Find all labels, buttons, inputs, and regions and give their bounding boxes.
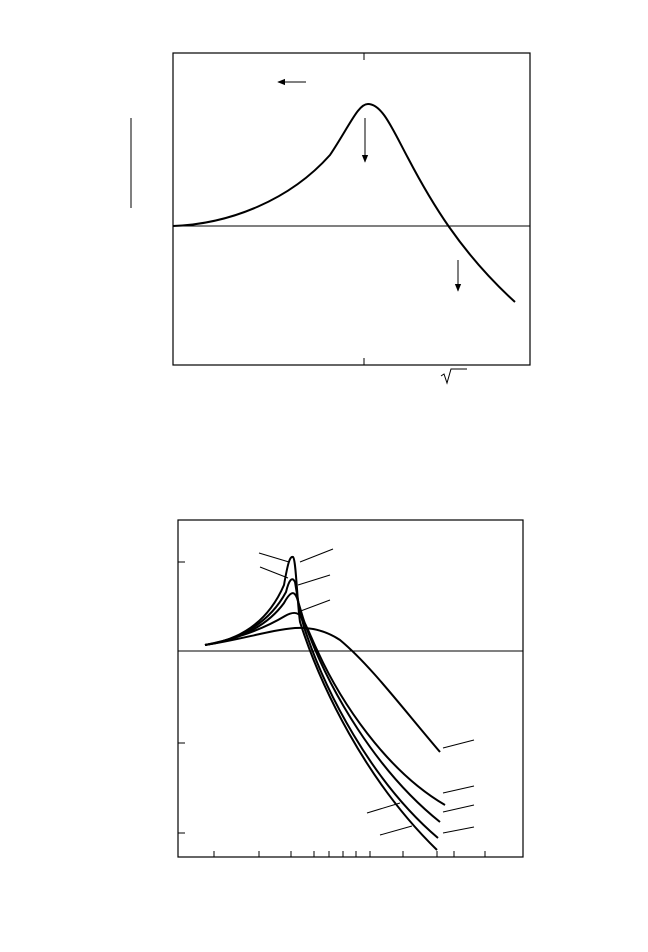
plot-frame xyxy=(172,52,531,366)
curve xyxy=(204,578,439,839)
curve xyxy=(204,555,438,851)
sqrt-symbol xyxy=(440,368,467,385)
curve xyxy=(204,592,441,823)
curve xyxy=(172,103,516,303)
label-leaders xyxy=(258,548,475,836)
curve xyxy=(204,611,446,806)
curve xyxy=(204,626,441,753)
bottom-plot xyxy=(177,519,524,858)
plot-frame xyxy=(177,519,524,858)
top-plot xyxy=(130,52,531,385)
tick-mark xyxy=(213,851,486,857)
